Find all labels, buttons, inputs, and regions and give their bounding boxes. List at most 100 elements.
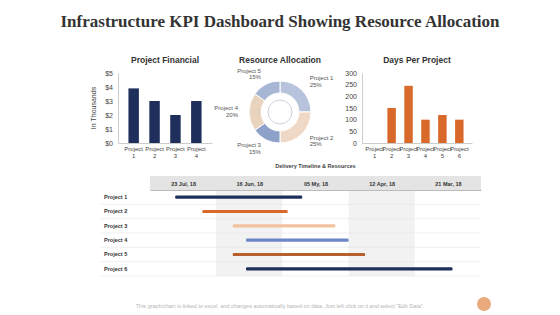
tick-label: 05 My, 18 xyxy=(304,181,328,187)
donut-center xyxy=(268,100,292,124)
chart-title: Days Per Project xyxy=(383,55,451,65)
row-line xyxy=(100,276,481,277)
tick-label: 50 xyxy=(349,128,357,135)
row-line xyxy=(100,233,481,234)
slice-value: 25% xyxy=(310,82,323,88)
tick-label: 300 xyxy=(345,70,357,77)
tick-label: 150 xyxy=(345,105,357,112)
data-label: Project 515% xyxy=(237,68,261,81)
tick: 200 xyxy=(345,93,362,100)
slice-category: Project 2 xyxy=(310,135,334,141)
axis-line xyxy=(151,190,482,191)
bars xyxy=(128,88,201,143)
tick-label: Project2 xyxy=(145,146,164,159)
axis-line xyxy=(150,191,151,277)
tick: Project 1 xyxy=(104,194,150,200)
x-axis: 23 Jul, 18 16 Jun, 18 05 My, 18 12 Apr, 18 2… xyxy=(151,181,482,191)
chart-title: Project Financial xyxy=(131,55,199,65)
tick-label: 200 xyxy=(345,93,357,100)
tick-label: Project4 xyxy=(187,146,206,159)
tick-label: Project3 xyxy=(166,146,185,159)
bar xyxy=(149,101,159,143)
tick: 100 xyxy=(345,116,362,123)
bars xyxy=(387,86,463,143)
row-line xyxy=(100,204,481,205)
dashboard: Infrastructure KPI Dashboard Showing Res… xyxy=(0,0,560,315)
tick: 16 Jun, 18 xyxy=(236,181,263,191)
bar xyxy=(421,120,429,143)
bar-chart: Days Per Project050100150200250300Projec… xyxy=(345,55,472,159)
bar xyxy=(170,115,180,143)
grid xyxy=(100,204,481,276)
data-label: Project 125% xyxy=(310,75,334,88)
tick: Project2 xyxy=(145,143,164,159)
bar xyxy=(128,88,138,143)
bars xyxy=(175,196,452,271)
bar xyxy=(455,120,463,143)
bar xyxy=(370,143,378,144)
row-line xyxy=(100,247,481,248)
data-label: Project 315% xyxy=(237,142,261,155)
tick: Project1 xyxy=(124,143,143,159)
tick: 250 xyxy=(345,81,362,88)
row-line xyxy=(100,218,481,219)
y-axis: $0 $1 $2 $3 $4 $5 xyxy=(105,70,118,147)
slice xyxy=(255,81,280,101)
tick-label: 16 Jun, 18 xyxy=(236,181,263,187)
bar xyxy=(387,108,395,143)
tick-label: $3 xyxy=(105,98,113,105)
page-title: Infrastructure KPI Dashboard Showing Res… xyxy=(60,12,500,31)
tick-label: 250 xyxy=(345,81,357,88)
tick: 12 Apr, 18 xyxy=(369,181,395,191)
slice-value: 15% xyxy=(249,149,262,155)
tick-label: 100 xyxy=(345,116,357,123)
tick: 23 Jul, 18 xyxy=(171,181,196,191)
tick: Project 2 xyxy=(104,208,150,214)
axis-line xyxy=(119,143,213,144)
tick: $2 xyxy=(105,112,118,119)
tick: 05 My, 18 xyxy=(304,181,328,191)
tick: 50 xyxy=(349,128,362,135)
slice-value: 20% xyxy=(226,112,239,118)
tick: 300 xyxy=(345,70,362,77)
bar-chart: Project Financial$0$1$2$3$4$5Project1Pro… xyxy=(90,55,213,159)
tick-label: Project 4 xyxy=(104,237,128,243)
tick: $1 xyxy=(105,126,118,133)
slice-category: Project 5 xyxy=(237,68,261,74)
y-axis: 0 50 100 150 200 250 300 xyxy=(345,70,362,147)
tick-label: $4 xyxy=(105,84,113,91)
slice-value: 15% xyxy=(249,74,262,80)
tick-label: $5 xyxy=(105,70,113,77)
x-axis: Project1Project2Project3Project4 xyxy=(119,143,213,159)
y-axis: Project 1 Project 2 Project 3 Project 4 Proj… xyxy=(104,191,151,277)
tick: $0 xyxy=(105,140,118,147)
timeline-bar xyxy=(202,210,287,213)
tick: Project 5 xyxy=(104,251,150,257)
timeline-bar xyxy=(233,253,365,256)
tick: Project 4 xyxy=(104,237,150,243)
header-band xyxy=(150,176,481,190)
tick-label: Project 2 xyxy=(104,208,127,214)
tick-label: 12 Apr, 18 xyxy=(369,181,395,187)
axis-line xyxy=(118,74,119,144)
slice-category: Project 3 xyxy=(237,142,261,148)
decoration xyxy=(477,297,491,311)
tick: Project 6 xyxy=(104,266,150,272)
tick: $3 xyxy=(105,98,118,105)
tick-label: $0 xyxy=(105,140,113,147)
row-line xyxy=(100,261,481,262)
tick-label: 0 xyxy=(353,140,357,147)
slices xyxy=(249,81,311,143)
tick-label: Project 3 xyxy=(104,223,127,229)
chart-title: Delivery Timeline & Resources xyxy=(275,163,355,169)
slice-category: Project 1 xyxy=(310,75,334,81)
donut-chart: Resource AllocationProject 125%Project 2… xyxy=(214,55,334,155)
axis-line xyxy=(362,74,363,144)
tick: Project4 xyxy=(187,143,206,159)
timeline-bar xyxy=(246,267,453,270)
data-label: Project 225% xyxy=(310,135,334,148)
tick-label: Project 6 xyxy=(104,266,127,272)
data-label: Project 420% xyxy=(214,105,238,118)
tick: Project 3 xyxy=(104,223,150,229)
tick: 21 Mar, 18 xyxy=(435,181,461,191)
